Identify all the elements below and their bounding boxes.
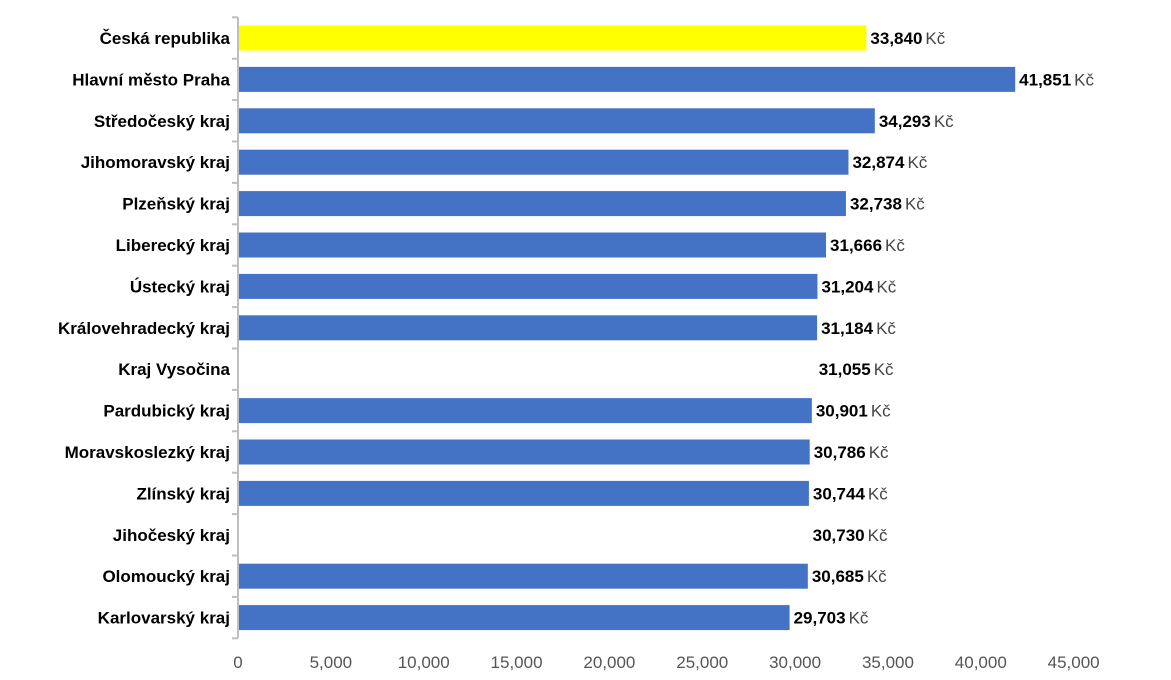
category-label: Olomoucký kraj bbox=[102, 567, 230, 586]
data-label: 30,744 Kč bbox=[813, 484, 888, 503]
data-label: 33,840 Kč bbox=[870, 29, 945, 48]
data-label-unit: Kč bbox=[876, 277, 896, 296]
data-label-value: 30,744 bbox=[813, 484, 866, 503]
category-label: Pardubický kraj bbox=[103, 402, 230, 421]
data-label-value: 31,666 bbox=[830, 236, 882, 255]
bar bbox=[238, 232, 827, 258]
category-label: Středočeský kraj bbox=[94, 112, 230, 131]
category-label: Ústecký kraj bbox=[130, 277, 230, 296]
data-label-value: 32,738 bbox=[850, 195, 902, 214]
bar bbox=[238, 66, 1016, 92]
x-tick-label: 45,000 bbox=[1048, 653, 1100, 672]
category-label: Česká republika bbox=[100, 29, 231, 48]
data-label: 31,184 Kč bbox=[821, 319, 896, 338]
bars-layer bbox=[238, 25, 1016, 631]
x-tick-label: 10,000 bbox=[398, 653, 450, 672]
category-label: Kraj Vysočina bbox=[118, 360, 230, 379]
x-tick-label: 5,000 bbox=[310, 653, 353, 672]
category-axis bbox=[232, 16, 239, 640]
data-label-unit: Kč bbox=[871, 402, 891, 421]
x-tick-label: 0 bbox=[233, 653, 242, 672]
data-label-unit: Kč bbox=[885, 236, 905, 255]
data-label-value: 31,204 bbox=[821, 277, 874, 296]
data-label: 30,901 Kč bbox=[816, 402, 891, 421]
data-label-unit: Kč bbox=[934, 112, 954, 131]
data-label-value: 30,901 bbox=[816, 402, 868, 421]
data-label-value: 29,703 bbox=[794, 609, 846, 628]
data-label: 30,730 Kč bbox=[813, 526, 888, 545]
data-label-unit: Kč bbox=[874, 360, 894, 379]
x-tick-label: 20,000 bbox=[583, 653, 635, 672]
data-label: 29,703 Kč bbox=[794, 609, 869, 628]
bar bbox=[238, 108, 875, 134]
data-label-unit: Kč bbox=[905, 195, 925, 214]
data-label: 34,293 Kč bbox=[879, 112, 954, 131]
data-label-value: 34,293 bbox=[879, 112, 931, 131]
bar bbox=[238, 398, 812, 424]
data-label-value: 41,851 bbox=[1019, 70, 1071, 89]
data-label-unit: Kč bbox=[907, 153, 927, 172]
data-label-unit: Kč bbox=[868, 526, 888, 545]
data-label: 30,685 Kč bbox=[812, 567, 887, 586]
data-label: 32,874 Kč bbox=[852, 153, 927, 172]
data-label: 31,055 Kč bbox=[819, 360, 894, 379]
bar bbox=[238, 25, 867, 51]
category-label: Moravskoslezký kraj bbox=[65, 443, 230, 462]
category-label: Liberecký kraj bbox=[116, 236, 230, 255]
data-label-unit: Kč bbox=[925, 29, 945, 48]
x-tick-labels: 0 5,000 10,000 15,000 20,000 25,000 30,000 35,0… bbox=[233, 653, 1099, 672]
bar bbox=[238, 480, 809, 506]
category-labels: Česká republika Hlavní město Praha Středoč… bbox=[57, 28, 233, 630]
data-label-value: 31,184 bbox=[821, 319, 874, 338]
x-tick-label: 35,000 bbox=[862, 653, 914, 672]
data-label: 30,786 Kč bbox=[814, 443, 889, 462]
x-tick-label: 25,000 bbox=[676, 653, 728, 672]
category-label: Jihomoravský kraj bbox=[81, 153, 230, 172]
category-label: Hlavní město Praha bbox=[72, 70, 230, 89]
x-tick-label: 40,000 bbox=[955, 653, 1007, 672]
data-label: 31,204 Kč bbox=[821, 277, 896, 296]
bar bbox=[238, 605, 790, 631]
data-label-unit: Kč bbox=[867, 567, 887, 586]
data-label-value: 31,055 bbox=[819, 360, 871, 379]
bar bbox=[238, 439, 810, 465]
data-label-value: 33,840 bbox=[870, 29, 922, 48]
x-tick-label: 30,000 bbox=[769, 653, 821, 672]
data-label-value: 32,874 bbox=[852, 153, 905, 172]
bar bbox=[238, 563, 808, 589]
bar bbox=[238, 315, 818, 341]
data-label-unit: Kč bbox=[849, 609, 869, 628]
category-label: Plzeňský kraj bbox=[122, 195, 230, 214]
data-label: 31,666 Kč bbox=[830, 236, 905, 255]
category-label: Královehradecký kraj bbox=[58, 319, 230, 338]
data-label-value: 30,730 bbox=[813, 526, 865, 545]
data-label: 32,738 Kč bbox=[850, 195, 925, 214]
data-label-unit: Kč bbox=[1074, 70, 1094, 89]
x-tick-label: 15,000 bbox=[491, 653, 543, 672]
bar bbox=[238, 149, 849, 175]
category-label: Zlínský kraj bbox=[136, 484, 230, 503]
data-label-value: 30,685 bbox=[812, 567, 864, 586]
bar bbox=[238, 273, 818, 299]
data-label: 41,851 Kč bbox=[1019, 70, 1094, 89]
data-label-unit: Kč bbox=[868, 484, 888, 503]
data-label-unit: Kč bbox=[876, 319, 896, 338]
data-label-value: 30,786 bbox=[814, 443, 866, 462]
category-label: Jihočeský kraj bbox=[113, 526, 230, 545]
bar bbox=[238, 191, 846, 217]
category-label: Karlovarský kraj bbox=[98, 609, 230, 628]
data-label-unit: Kč bbox=[869, 443, 889, 462]
